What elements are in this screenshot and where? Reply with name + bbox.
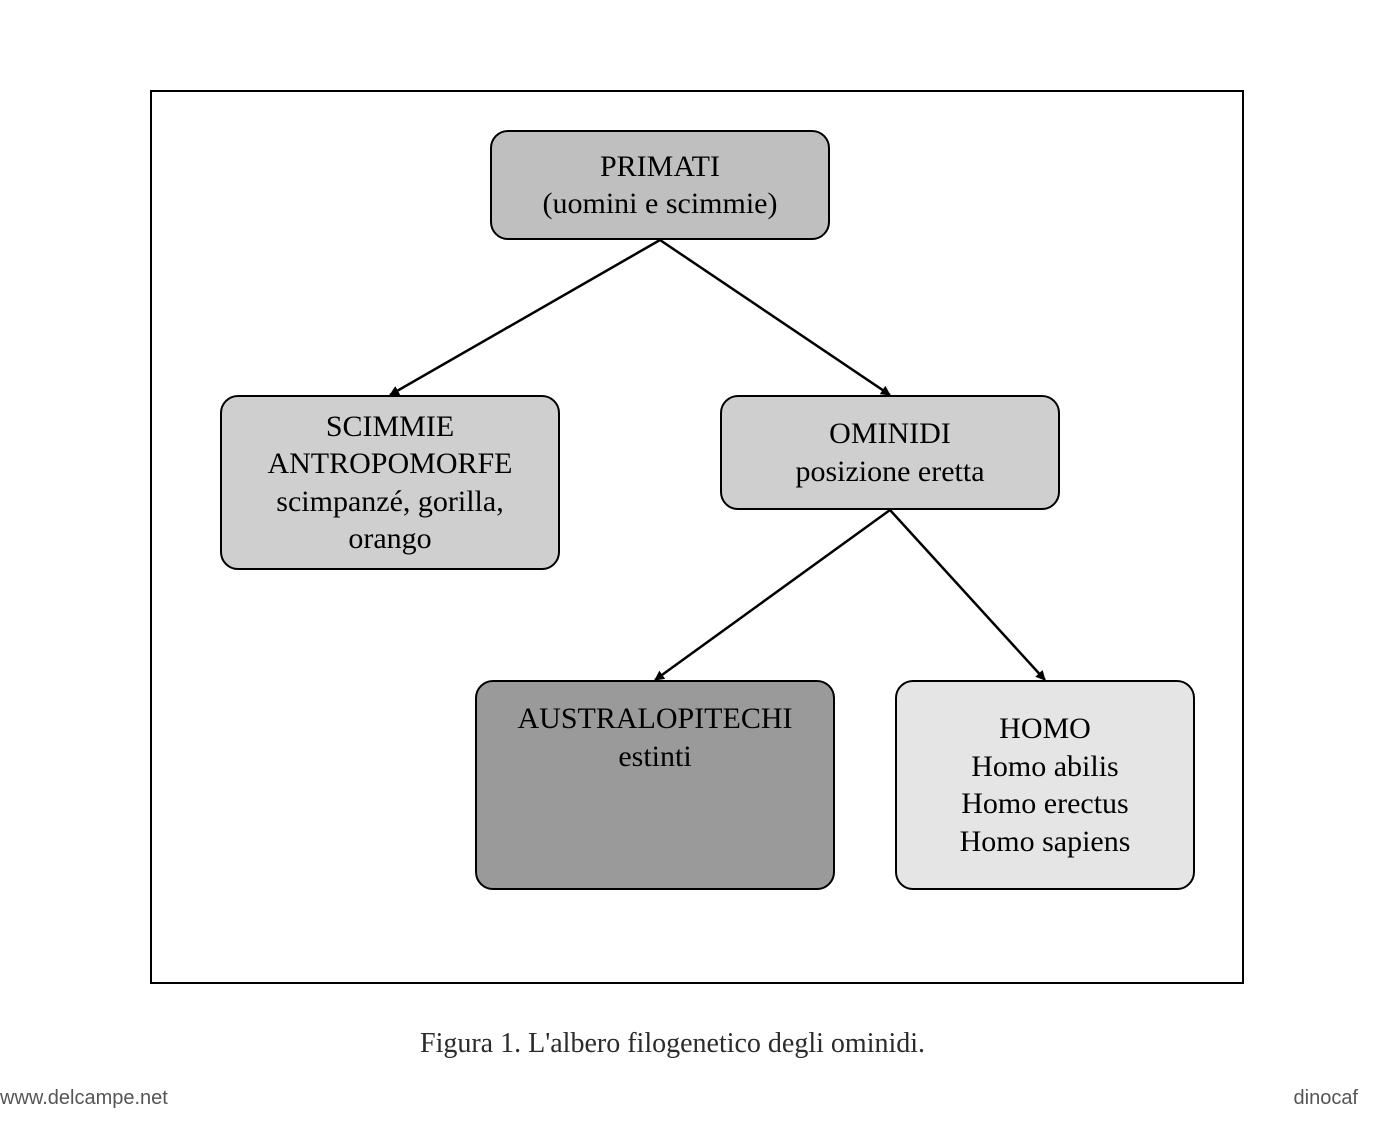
node-ominidi-sub: posizione eretta [795,453,984,491]
node-australopitechi-title: AUSTRALOPITECHI [518,700,793,738]
node-primati-title: PRIMATI [600,148,720,186]
watermark-right: dinocaf [1294,1087,1359,1110]
node-ominidi: OMINIDI posizione eretta [720,395,1060,510]
page: PRIMATI (uomini e scimmie) SCIMMIEANTROP… [0,0,1388,1132]
node-scimmie-sub: scimpanzé, gorilla,orango [276,483,503,558]
node-homo: HOMO Homo abilisHomo erectusHomo sapiens [895,680,1195,890]
node-ominidi-title: OMINIDI [829,415,951,453]
node-homo-title: HOMO [999,710,1091,748]
watermark-left: www.delcampe.net [0,1087,168,1110]
node-primati-sub: (uomini e scimmie) [543,185,778,223]
node-scimmie-title: SCIMMIEANTROPOMORFE [267,408,512,483]
figure-caption: Figura 1. L'albero filogenetico degli om… [420,1028,925,1060]
node-scimmie: SCIMMIEANTROPOMORFE scimpanzé, gorilla,o… [220,395,560,570]
node-primati: PRIMATI (uomini e scimmie) [490,130,830,240]
node-australopitechi: AUSTRALOPITECHI estinti [475,680,835,890]
node-homo-sub: Homo abilisHomo erectusHomo sapiens [960,748,1131,861]
node-australopitechi-sub: estinti [618,738,691,776]
